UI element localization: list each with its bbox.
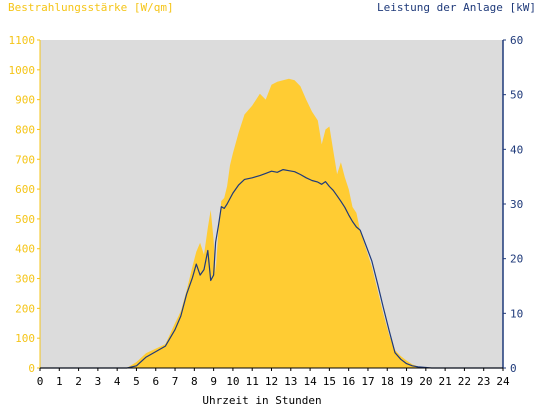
x-axis-title: Uhrzeit in Stunden xyxy=(202,394,321,407)
axes-group: 0100200300400500600700800900100011000102… xyxy=(9,34,524,388)
series-area-irradiance xyxy=(40,78,503,369)
x-axis-tick-label: 8 xyxy=(191,375,198,388)
x-axis-tick-label: 13 xyxy=(284,375,297,388)
right-axis-tick-label: 30 xyxy=(510,198,523,211)
left-axis-tick-label: 400 xyxy=(15,243,35,256)
left-axis-tick-label: 200 xyxy=(15,302,35,315)
left-axis-tick-label: 800 xyxy=(15,123,35,136)
series-group xyxy=(40,78,503,369)
x-axis-tick-label: 22 xyxy=(458,375,471,388)
x-axis-tick-label: 6 xyxy=(152,375,159,388)
x-axis-tick-label: 23 xyxy=(477,375,490,388)
x-axis-tick-label: 14 xyxy=(303,375,317,388)
x-axis-tick-label: 5 xyxy=(133,375,140,388)
left-axis-tick-label: 300 xyxy=(15,273,35,286)
x-axis-tick-label: 16 xyxy=(342,375,355,388)
x-axis-tick-label: 19 xyxy=(400,375,413,388)
left-axis-tick-label: 900 xyxy=(15,94,35,107)
x-axis-tick-label: 9 xyxy=(210,375,217,388)
left-axis-tick-label: 500 xyxy=(15,213,35,226)
left-axis-tick-label: 0 xyxy=(28,362,35,375)
x-axis-tick-label: 3 xyxy=(95,375,102,388)
series-line-power xyxy=(40,169,503,369)
x-axis-tick-label: 2 xyxy=(75,375,82,388)
x-axis-tick-label: 4 xyxy=(114,375,121,388)
right-axis-tick-label: 40 xyxy=(510,143,523,156)
x-axis-tick-label: 24 xyxy=(496,375,510,388)
left-axis-tick-label: 1100 xyxy=(9,34,36,47)
x-axis-tick-label: 7 xyxy=(172,375,179,388)
x-axis-tick-label: 20 xyxy=(419,375,432,388)
right-axis-title: Leistung der Anlage [kW] xyxy=(377,1,536,14)
right-axis-tick-label: 0 xyxy=(510,362,517,375)
left-axis-title: Bestrahlungsstärke [W/qm] xyxy=(8,1,174,14)
left-axis-tick-label: 1000 xyxy=(9,64,36,77)
left-axis-tick-label: 100 xyxy=(15,332,35,345)
x-axis-tick-label: 1 xyxy=(56,375,63,388)
right-axis-tick-label: 50 xyxy=(510,89,523,102)
left-axis-tick-label: 600 xyxy=(15,183,35,196)
x-axis-tick-label: 12 xyxy=(265,375,278,388)
x-axis-tick-label: 11 xyxy=(246,375,259,388)
x-axis-tick-label: 10 xyxy=(226,375,239,388)
x-axis-tick-label: 18 xyxy=(381,375,394,388)
x-axis-tick-label: 21 xyxy=(439,375,452,388)
right-axis-tick-label: 60 xyxy=(510,34,523,47)
x-axis-tick-label: 15 xyxy=(323,375,336,388)
left-axis-tick-label: 700 xyxy=(15,153,35,166)
right-axis-tick-label: 10 xyxy=(510,307,523,320)
x-axis-tick-label: 0 xyxy=(37,375,44,388)
right-axis-tick-label: 20 xyxy=(510,253,523,266)
x-axis-tick-label: 17 xyxy=(361,375,374,388)
